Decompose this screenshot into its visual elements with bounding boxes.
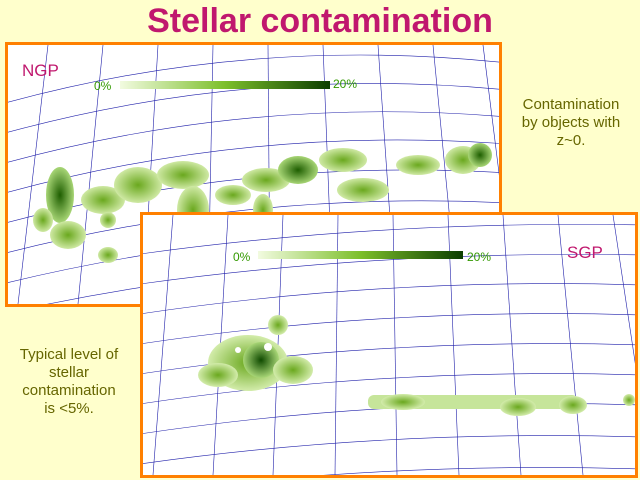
ngp-colorbar xyxy=(120,81,330,89)
typical-level-note: Typical level of stellar contamination i… xyxy=(2,346,136,418)
slide-title: Stellar contamination xyxy=(147,2,493,40)
sgp-scale-min: 0% xyxy=(233,250,251,264)
sgp-scale-max: 20% xyxy=(467,250,492,264)
sgp-sky-map xyxy=(143,215,635,475)
typical-level-note-line: contamination xyxy=(22,382,116,399)
sgp-label: SGP xyxy=(567,243,603,262)
ngp-label: NGP xyxy=(22,61,59,80)
sgp-colorbar xyxy=(258,251,463,259)
contamination-note-line: by objects with xyxy=(521,114,621,131)
sgp-contamination-regions xyxy=(198,315,635,416)
contamination-note: Contamination by objects with z~0. xyxy=(505,96,637,150)
contamination-note-line: z~0. xyxy=(556,132,586,149)
ngp-scale-max: 20% xyxy=(333,77,358,91)
typical-level-note-line: is <5%. xyxy=(44,400,94,417)
typical-level-note-line: stellar xyxy=(48,364,89,381)
sgp-map-panel: SGP 0% 20% xyxy=(140,212,638,478)
typical-level-note-line: Typical level of xyxy=(19,346,119,363)
ngp-scale-min: 0% xyxy=(94,79,112,93)
contamination-note-line: Contamination xyxy=(522,96,620,113)
